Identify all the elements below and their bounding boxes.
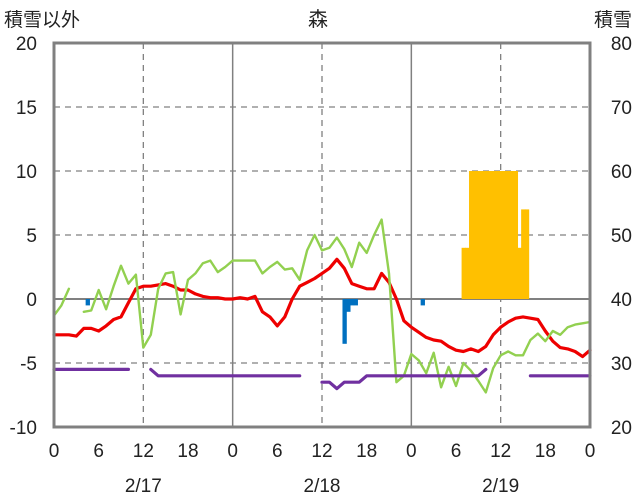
snow-depth-bar <box>491 171 496 299</box>
precip-bar <box>85 299 90 306</box>
y-right-tick-label: 70 <box>611 98 632 119</box>
snow-depth-bar <box>513 171 519 299</box>
y-left-tick-label: 20 <box>16 34 37 55</box>
x-tick-label: 0 <box>227 441 238 462</box>
plot-border <box>52 41 592 429</box>
snow-depth-bar <box>509 171 515 299</box>
plot-frame <box>52 41 592 429</box>
snow-depth-bar <box>465 247 470 299</box>
y-left-tick-label: 5 <box>26 226 37 247</box>
x-tick-label: 6 <box>93 441 104 462</box>
snow-depth-bar <box>476 171 481 299</box>
y-right-tick-label: 60 <box>611 162 632 183</box>
snow-depth-bar <box>524 209 530 299</box>
x-tick-label: 0 <box>49 441 60 462</box>
date-label: 2/18 <box>304 476 341 497</box>
date-label: 2/19 <box>482 476 519 497</box>
x-tick-label: 0 <box>585 441 596 462</box>
precip-bar <box>349 299 355 306</box>
precip-bar <box>342 299 347 344</box>
y-left-tick-label: -5 <box>20 354 37 375</box>
series-line-purple <box>320 367 488 391</box>
y-right-tick-label: 50 <box>611 226 632 247</box>
snow-depth-bar <box>498 171 504 299</box>
snow-depth-bar <box>495 171 500 299</box>
precip-bar <box>420 299 425 306</box>
x-tick-label: 18 <box>356 441 377 462</box>
chart-title: 森 <box>308 8 328 31</box>
y-left-tick-label: 0 <box>26 290 37 311</box>
snow-depth-bar <box>502 171 507 299</box>
snow-depth-bar <box>521 209 526 299</box>
y-right-axis-label: 積雪 <box>594 9 632 31</box>
x-tick-label: 12 <box>133 441 154 462</box>
snow-depth-bar <box>469 171 474 299</box>
y-right-tick-label: 20 <box>611 418 632 439</box>
bars <box>85 171 530 344</box>
precip-bar <box>353 299 358 306</box>
x-tick-label: 6 <box>272 441 283 462</box>
y-right-tick-label: 40 <box>611 290 632 311</box>
y-right-tick-label: 80 <box>611 34 632 55</box>
date-label: 2/17 <box>125 476 162 497</box>
snow-depth-bar <box>461 247 466 299</box>
x-tick-label: 12 <box>490 441 511 462</box>
snow-depth-bar <box>487 171 492 299</box>
snow-depth-bar <box>480 171 485 299</box>
snow-depth-bar <box>506 171 511 299</box>
series-line-green <box>52 287 71 317</box>
x-tick-label: 0 <box>406 441 417 462</box>
series-lines <box>52 218 592 394</box>
x-tick-label: 6 <box>451 441 462 462</box>
y-left-tick-label: 15 <box>16 98 37 119</box>
series-line-purple <box>149 367 302 378</box>
y-left-axis-label: 積雪以外 <box>4 9 80 31</box>
x-tick-label: 18 <box>177 441 198 462</box>
snow-depth-bar <box>472 171 478 299</box>
x-tick-label: 18 <box>535 441 556 462</box>
y-right-tick-label: 30 <box>611 354 632 375</box>
y-left-tick-label: -10 <box>10 418 37 439</box>
snow-depth-bar <box>517 247 522 299</box>
series-line-green <box>82 218 592 394</box>
snow-depth-bar <box>483 171 489 299</box>
precip-bar <box>346 299 351 312</box>
y-left-tick-label: 10 <box>16 162 37 183</box>
x-tick-label: 12 <box>311 441 332 462</box>
gridlines <box>54 43 590 427</box>
series-line-red <box>52 257 592 359</box>
